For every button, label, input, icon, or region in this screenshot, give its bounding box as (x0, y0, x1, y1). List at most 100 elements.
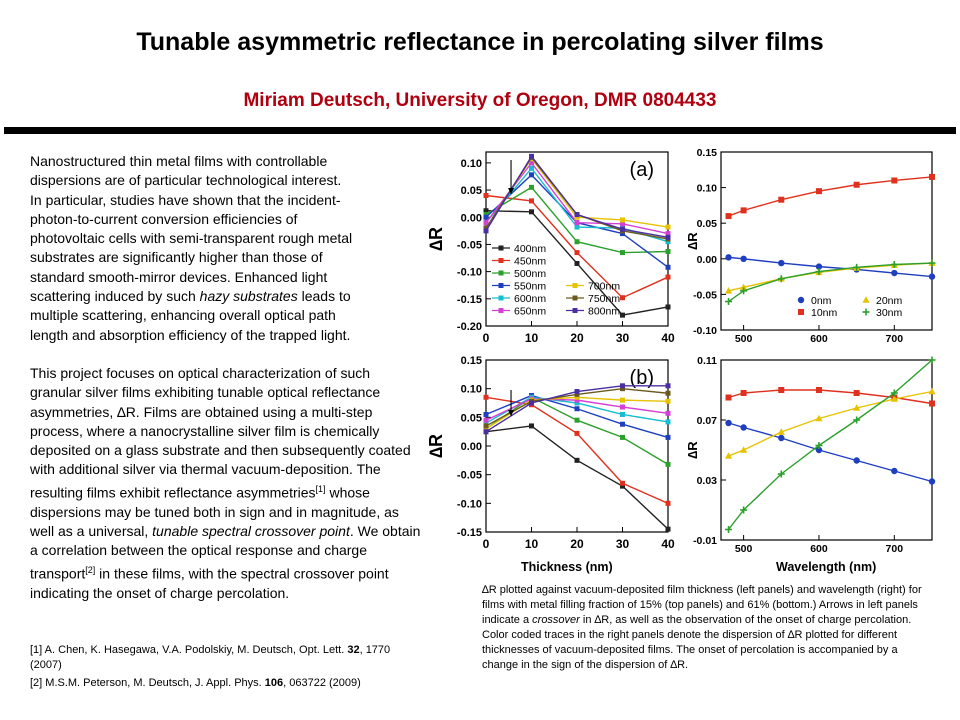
data-point (929, 173, 935, 180)
data-point (620, 404, 625, 410)
panel-label: (a) (630, 159, 654, 181)
legend-label: 600nm (514, 293, 546, 305)
data-point (620, 411, 625, 417)
data-point (529, 423, 534, 429)
data-point (815, 188, 822, 195)
legend-marker (498, 308, 504, 313)
data-point (665, 383, 671, 389)
data-point (665, 410, 671, 416)
data-point (725, 298, 733, 306)
ref-marker: [1] (315, 483, 326, 494)
data-point (483, 417, 489, 423)
reference-item: [2] M.S.M. Peterson, M. Deutsch, J. Appl… (30, 676, 422, 691)
intro-line: leads to (297, 288, 351, 305)
data-point (815, 387, 822, 393)
intro-line: Nanostructured thin metal films with con… (30, 153, 328, 169)
data-point (620, 312, 625, 318)
figure-caption: ∆R plotted against vacuum-deposited film… (482, 583, 934, 673)
data-point (778, 434, 785, 442)
data-point (620, 421, 625, 427)
x-tick-label: 600 (810, 333, 828, 345)
data-point (740, 283, 748, 291)
reference-item: [1] A. Chen, K. Hasegawa, V.A. Podolskiy… (30, 643, 422, 673)
data-point (665, 234, 671, 240)
data-point (740, 390, 747, 396)
y-tick-label: 0.15 (461, 355, 482, 367)
legend-marker (498, 295, 504, 301)
x-tick-label: 700 (886, 333, 904, 345)
legend-label: 500nm (514, 268, 546, 280)
intro-line: In particular, studies have shown that t… (30, 191, 341, 208)
data-point (815, 268, 823, 276)
y-axis-label: ∆R (426, 434, 446, 458)
y-tick-label: -0.20 (457, 321, 482, 333)
legend-label: 450nm (514, 256, 546, 268)
y-tick-label: -0.15 (457, 527, 482, 539)
project-text: This project focuses on optical characte… (30, 364, 411, 501)
data-point (483, 228, 489, 234)
reference-text: [1] A. Chen, K. Hasegawa, V.A. Podolskiy… (30, 644, 348, 656)
data-point (815, 263, 823, 270)
data-point (665, 526, 671, 532)
data-point (620, 295, 625, 301)
panel-b-right: -0.01 0.03 0.07 0.11 500 600 700 ∆R (685, 355, 936, 555)
data-point (483, 423, 489, 429)
legend-label: 700nm (588, 281, 620, 293)
panel-b-left: -0.15 -0.10 -0.05 0.00 0.05 0.10 0.15 0 10 20 30 40… (426, 355, 675, 551)
data-point (740, 207, 747, 214)
y-tick-label: -0.05 (693, 289, 717, 301)
data-point (483, 420, 489, 426)
data-point (620, 397, 625, 403)
data-point (574, 214, 580, 220)
y-tick-label: 0.11 (697, 355, 717, 367)
reference-volume: 106 (264, 677, 284, 689)
project-text: in these films, with the spectral crosso… (30, 565, 389, 601)
intro-emphasis: hazy substrates (199, 288, 298, 305)
y-tick-label: 0.05 (461, 185, 482, 197)
data-point (529, 209, 534, 215)
data-point (778, 259, 785, 267)
data-point (483, 212, 489, 218)
data-point (483, 429, 489, 435)
y-tick-label: 0.00 (461, 212, 482, 224)
ref-marker: [2] (85, 564, 96, 575)
data-point (483, 193, 489, 198)
data-point (574, 250, 580, 256)
caption-emphasis: crossover (532, 614, 580, 626)
intro-line: photon-to-current conversion efficiencie… (30, 210, 298, 227)
data-point (620, 226, 625, 232)
data-point (777, 428, 785, 435)
panel-a-right: -0.10 -0.05 0.00 0.05 0.10 0.15 500 600 700 ∆R 0nm… (685, 147, 936, 345)
data-point (740, 255, 747, 262)
data-point (483, 208, 489, 214)
legend-marker (572, 295, 578, 301)
data-point (853, 404, 861, 411)
x-tick-label: 30 (616, 331, 630, 345)
data-point (778, 387, 785, 393)
legend-label: 750nm (588, 293, 620, 305)
data-point (529, 165, 534, 171)
data-point (725, 394, 732, 401)
data-point (778, 196, 785, 203)
data-point (891, 177, 898, 184)
y-axis-label: ∆R (685, 232, 700, 250)
reference-text: , 1770 (2007) (30, 644, 391, 671)
data-point (815, 414, 823, 422)
data-point (574, 417, 580, 423)
data-point (529, 160, 534, 166)
data-point (740, 424, 747, 431)
data-point (665, 249, 671, 255)
data-point (529, 153, 534, 159)
page-title: Tunable asymmetric reflectance in percol… (136, 28, 824, 56)
legend-marker (498, 258, 504, 263)
panel-a-left: -0.20 -0.15 -0.10 -0.05 0.00 0.05 0.10 0 10 20 30 4… (426, 151, 675, 345)
data-point (529, 172, 534, 178)
data-point (725, 254, 732, 261)
x-tick-label: 40 (661, 331, 675, 345)
data-point (890, 260, 898, 268)
data-point (665, 461, 671, 467)
x-tick-label: 600 (810, 543, 828, 555)
legend-marker (498, 283, 504, 288)
data-point (665, 231, 671, 237)
data-point (574, 397, 580, 403)
